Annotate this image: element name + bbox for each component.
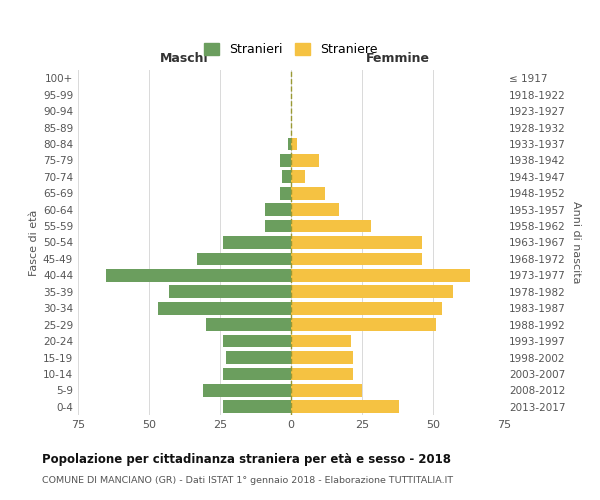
Text: Femmine: Femmine — [365, 52, 430, 65]
Y-axis label: Anni di nascita: Anni di nascita — [571, 201, 581, 284]
Bar — [280, 154, 291, 167]
Bar — [291, 351, 353, 364]
Bar — [223, 236, 291, 249]
Bar — [106, 269, 291, 282]
Bar — [158, 302, 291, 314]
Bar — [280, 187, 291, 200]
Bar — [223, 334, 291, 347]
Bar — [291, 269, 470, 282]
Bar — [291, 384, 362, 397]
Bar — [291, 400, 399, 413]
Bar — [265, 203, 291, 216]
Bar — [291, 170, 305, 183]
Bar — [291, 334, 350, 347]
Y-axis label: Fasce di età: Fasce di età — [29, 210, 39, 276]
Bar — [283, 170, 291, 183]
Text: Popolazione per cittadinanza straniera per età e sesso - 2018: Popolazione per cittadinanza straniera p… — [42, 452, 451, 466]
Bar — [291, 302, 442, 314]
Bar — [226, 351, 291, 364]
Bar — [206, 318, 291, 331]
Bar — [291, 318, 436, 331]
Bar — [291, 252, 422, 266]
Text: COMUNE DI MANCIANO (GR) - Dati ISTAT 1° gennaio 2018 - Elaborazione TUTTITALIA.I: COMUNE DI MANCIANO (GR) - Dati ISTAT 1° … — [42, 476, 453, 485]
Bar — [291, 187, 325, 200]
Bar — [288, 138, 291, 150]
Bar — [291, 220, 371, 232]
Bar — [169, 286, 291, 298]
Bar — [291, 236, 422, 249]
Text: Maschi: Maschi — [160, 52, 209, 65]
Bar — [291, 368, 353, 380]
Bar — [291, 286, 453, 298]
Bar — [223, 368, 291, 380]
Bar — [291, 138, 296, 150]
Bar — [223, 400, 291, 413]
Bar — [203, 384, 291, 397]
Legend: Stranieri, Straniere: Stranieri, Straniere — [199, 38, 383, 62]
Bar — [291, 154, 319, 167]
Bar — [291, 203, 339, 216]
Bar — [197, 252, 291, 266]
Bar — [265, 220, 291, 232]
